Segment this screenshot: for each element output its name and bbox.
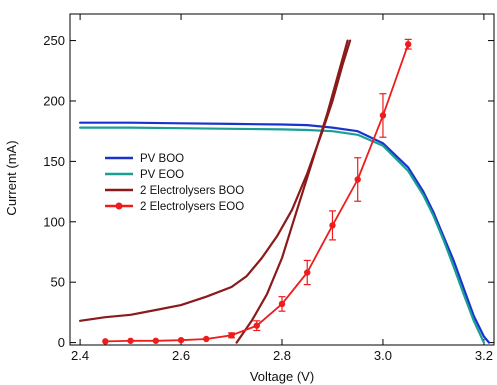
series-layer bbox=[78, 38, 491, 345]
x-tick-label: 2.4 bbox=[71, 348, 89, 363]
data-point bbox=[253, 322, 260, 329]
data-point bbox=[228, 332, 235, 339]
y-tick-label: 50 bbox=[51, 275, 65, 290]
data-point bbox=[102, 338, 109, 345]
x-tick-label: 3.2 bbox=[475, 348, 493, 363]
series-line-series-3 bbox=[235, 39, 349, 344]
ticks: 2.4 2.6 2.8 3.0 3.2 0 50 100 150 200 250 bbox=[43, 14, 494, 363]
x-tick-label: 2.8 bbox=[273, 348, 291, 363]
data-point bbox=[177, 336, 185, 344]
data-point bbox=[329, 222, 336, 229]
x-axis-title: Voltage (V) bbox=[250, 369, 314, 384]
legend: PV BOO PV EOO 2 Electrolysers BOO 2 Electro… bbox=[105, 153, 244, 213]
y-tick-label: 0 bbox=[58, 335, 65, 350]
data-point bbox=[152, 337, 160, 344]
y-axis-title: Current (mA) bbox=[4, 140, 19, 215]
y-tick-label: 200 bbox=[43, 93, 65, 108]
data-point bbox=[127, 337, 134, 344]
legend-label: 2 Electrolysers BOO bbox=[140, 185, 244, 197]
data-point bbox=[203, 335, 210, 343]
legend-marker bbox=[115, 202, 123, 210]
data-point bbox=[379, 112, 387, 119]
legend-label: 2 Electrolysers EOO bbox=[140, 201, 244, 213]
data-point bbox=[278, 300, 286, 308]
series-line-pv-boo bbox=[78, 121, 491, 344]
data-point bbox=[304, 269, 311, 276]
series-line-2-electrolysers-boo bbox=[78, 39, 352, 322]
x-tick-label: 2.6 bbox=[172, 348, 190, 363]
series-line-pv-eoo bbox=[78, 126, 485, 344]
y-tick-label: 150 bbox=[43, 154, 65, 169]
legend-label: PV BOO bbox=[140, 153, 184, 165]
data-point bbox=[404, 41, 412, 48]
y-tick-label: 100 bbox=[43, 214, 65, 229]
plot-frame bbox=[69, 13, 495, 346]
x-tick-label: 3.0 bbox=[374, 348, 392, 363]
y-tick-label: 250 bbox=[43, 33, 65, 48]
legend-label: PV EOO bbox=[140, 169, 184, 181]
data-point bbox=[354, 176, 361, 183]
